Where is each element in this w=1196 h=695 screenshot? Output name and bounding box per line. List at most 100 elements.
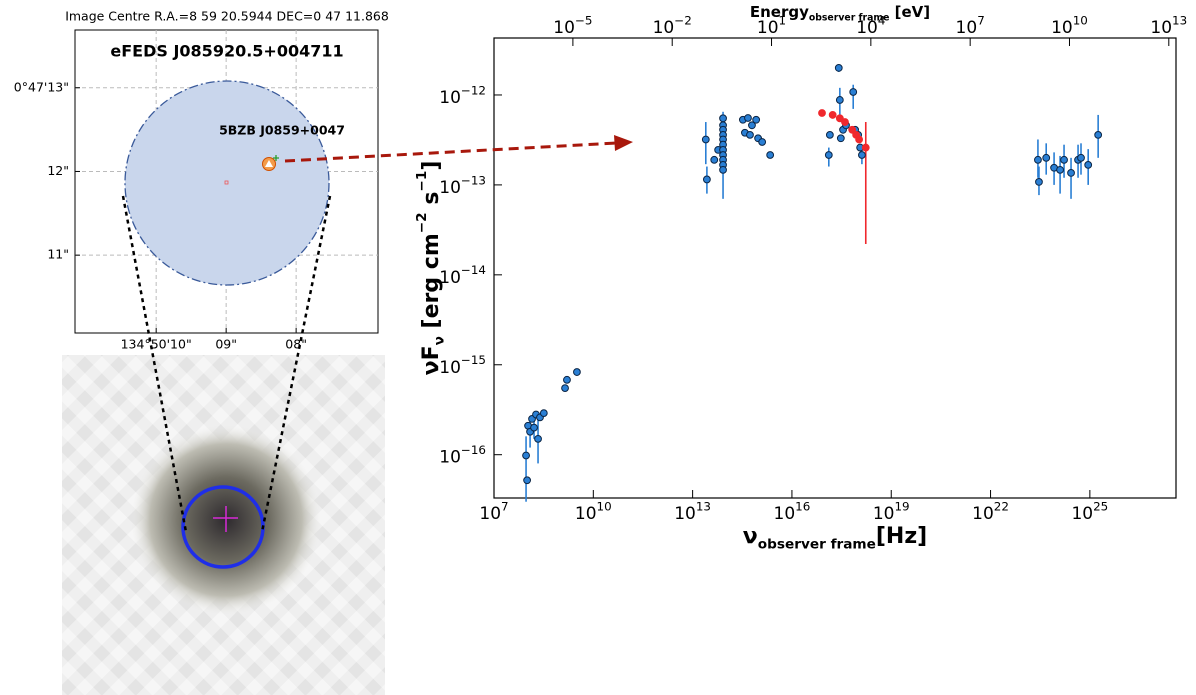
data-point	[1067, 168, 1075, 177]
data-point	[1077, 153, 1085, 162]
tick-exponent: 7	[977, 13, 985, 27]
data-point	[573, 368, 581, 376]
data-point	[858, 151, 866, 159]
data-point	[701, 135, 710, 144]
y-axis-title: νFν [erg cm−2 s−1]	[414, 161, 448, 376]
data-point	[523, 476, 532, 485]
data-point	[534, 434, 542, 443]
tick-exponent: −14	[461, 263, 486, 277]
data-point	[855, 135, 864, 144]
tick-label: 10−14	[439, 263, 486, 288]
data-point	[563, 375, 571, 384]
tick-label: 10−15	[439, 353, 486, 378]
tick-base: 10	[553, 18, 575, 38]
label-part: [eV]	[889, 3, 930, 21]
tick-exponent: 10	[1073, 13, 1088, 27]
tick-base: 10	[575, 504, 597, 524]
tick-exponent: 1	[779, 13, 787, 27]
tick-exponent: 25	[1093, 499, 1108, 513]
tick-label: 1025	[1071, 499, 1108, 524]
zoom-image	[62, 355, 385, 695]
data-point	[836, 134, 845, 143]
y-tick-label: 12"	[47, 163, 69, 178]
label-part: ν	[743, 524, 758, 549]
label-part: [erg cm	[419, 233, 444, 336]
tick-label: 1010	[575, 499, 612, 524]
data-point	[835, 96, 844, 104]
tick-base: 10	[1051, 18, 1073, 38]
y-tick-label: 11"	[47, 247, 69, 262]
label-part: ν	[432, 336, 448, 345]
tick-label: 1022	[972, 499, 1009, 524]
tick-label: 1016	[774, 499, 811, 524]
optical-cross	[213, 506, 238, 532]
tick-exponent: −5	[575, 13, 593, 27]
tick-label: 104	[856, 13, 885, 38]
data-point	[1060, 155, 1068, 164]
tick-label: 10−12	[439, 83, 486, 108]
data-point	[766, 151, 775, 159]
tick-exponent: −2	[674, 13, 692, 27]
tick-exponent: −13	[461, 173, 486, 187]
data-point	[703, 175, 711, 184]
x-axis-title: νobserver frame[Hz]	[743, 524, 927, 553]
source-label: eFEDS J085920.5+004711	[110, 42, 343, 61]
tick-label: 1013	[1150, 13, 1187, 38]
counterpart-triangle	[265, 160, 273, 167]
tick-label: 1010	[1051, 13, 1088, 38]
tick-base: 10	[674, 504, 696, 524]
data-point	[824, 151, 833, 159]
tick-base: 10	[439, 448, 461, 468]
tick-base: 10	[972, 504, 994, 524]
data-point	[539, 409, 548, 418]
plot-frame	[493, 37, 1177, 499]
tick-base: 10	[873, 504, 895, 524]
tick-base: 10	[757, 18, 779, 38]
data-point	[1035, 177, 1043, 186]
tick-exponent: −15	[461, 353, 486, 367]
data-point	[758, 138, 767, 146]
data-point	[530, 423, 538, 432]
tick-base: 10	[1071, 504, 1093, 524]
data-point	[1034, 155, 1042, 164]
label-part: −2	[414, 212, 430, 233]
tick-label: 101	[757, 13, 786, 38]
data-point	[818, 109, 826, 117]
tick-base: 10	[439, 178, 461, 198]
tick-base: 10	[856, 18, 878, 38]
data-point	[849, 88, 858, 96]
tick-label: 10−16	[439, 443, 486, 468]
tick-label: 10−2	[653, 13, 692, 38]
data-point	[522, 451, 530, 460]
y-tick-label: 0°47'13"	[14, 79, 69, 94]
data-point	[861, 143, 870, 152]
tick-label: 10−13	[439, 173, 486, 198]
x-tick-label: 134°50'10"	[121, 337, 192, 352]
counterpart-label: 5BZB J0859+0047	[219, 123, 345, 138]
data-point	[834, 63, 843, 72]
label-part: s	[419, 192, 444, 213]
label-part: observer frame	[758, 537, 876, 553]
tick-base: 10	[956, 18, 978, 38]
catalog-marker	[273, 155, 279, 161]
x-tick-label: 09"	[215, 337, 237, 352]
tick-label: 107	[479, 499, 508, 524]
tick-base: 10	[653, 18, 675, 38]
label-part: observer frame	[809, 12, 890, 23]
x-tick-label: 08"	[285, 337, 307, 352]
data-point	[561, 384, 569, 393]
x2-axis-title: Energyobserver frame [eV]	[750, 3, 930, 23]
tick-label: 107	[956, 13, 985, 38]
data-point	[1056, 165, 1064, 174]
label-part: νF	[419, 345, 444, 375]
tick-exponent: 19	[894, 499, 909, 513]
tick-base: 10	[479, 504, 501, 524]
tick-base: 10	[439, 268, 461, 288]
tick-label: 1013	[674, 499, 711, 524]
label-part: −1	[414, 171, 430, 192]
tick-exponent: 22	[994, 499, 1009, 513]
tick-exponent: 16	[795, 499, 810, 513]
label-part: [Hz]	[876, 524, 927, 549]
